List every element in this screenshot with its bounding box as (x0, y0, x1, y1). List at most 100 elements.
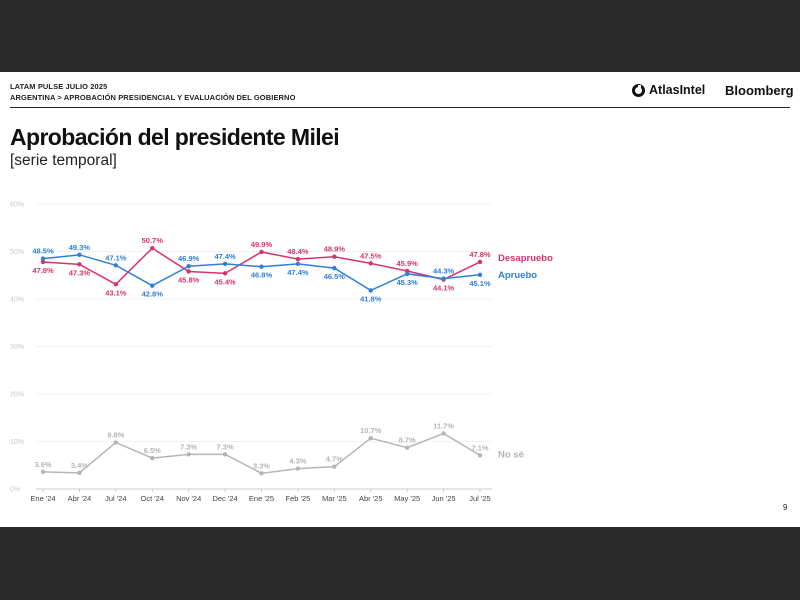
data-point-desapruebo (77, 262, 82, 267)
data-label-apruebo: 47.4% (287, 268, 309, 277)
report-section: ARGENTINA > APROBACIÓN PRESIDENCIAL Y EV… (10, 93, 296, 102)
data-label-apruebo: 46.9% (178, 254, 200, 263)
header-rule (10, 107, 790, 108)
data-point-apruebo (186, 264, 191, 269)
x-tick-label: Ene '24 (30, 494, 55, 503)
data-label-desapruebo: 44.1% (433, 284, 455, 293)
data-label-no-s: 4.3% (289, 457, 306, 466)
data-label-apruebo: 49.3% (69, 243, 91, 252)
data-label-no-s: 7.1% (471, 443, 488, 452)
data-label-no-s: 7.3% (217, 442, 234, 451)
data-label-desapruebo: 47.8% (469, 250, 491, 259)
x-tick-label: Nov '24 (176, 494, 201, 503)
data-label-no-s: 4.7% (326, 455, 343, 464)
data-label-no-s: 6.5% (144, 446, 161, 455)
series-name-desapruebo: Desapruebo (498, 253, 553, 264)
data-point-no-s (368, 435, 373, 441)
data-point-no-s (113, 440, 119, 445)
series-name-apruebo: Apruebo (498, 270, 537, 281)
data-point-no-s (186, 452, 191, 457)
data-label-desapruebo: 47.8% (32, 266, 54, 275)
data-label-desapruebo: 45.9% (397, 259, 419, 268)
data-label-no-s: 8.7% (399, 436, 416, 445)
y-tick-label: 30% (10, 344, 24, 351)
x-tick-label: Mar '25 (322, 494, 347, 503)
atlasintel-mark-icon (632, 83, 645, 97)
data-point-apruebo (441, 276, 446, 281)
data-point-apruebo (477, 272, 483, 277)
data-point-desapruebo (113, 282, 119, 287)
data-point-apruebo (404, 271, 410, 277)
data-point-apruebo (113, 263, 119, 268)
data-label-desapruebo: 47.5% (360, 251, 382, 260)
slide: LATAM PULSE JULIO 2025 ARGENTINA > APROB… (0, 72, 800, 527)
data-point-no-s (295, 466, 301, 471)
data-point-desapruebo (40, 259, 46, 265)
data-label-no-s: 7.3% (180, 442, 197, 451)
data-label-no-s: 3.6% (34, 460, 51, 469)
x-tick-label: Jul '25 (469, 494, 490, 503)
data-label-apruebo: 44.3% (433, 267, 455, 276)
x-tick-label: Dec '24 (212, 494, 237, 503)
data-label-apruebo: 48.5% (32, 247, 54, 256)
data-point-desapruebo (332, 254, 337, 259)
data-label-apruebo: 47.4% (214, 252, 236, 261)
data-point-desapruebo (295, 256, 301, 262)
data-label-apruebo: 46.8% (251, 271, 273, 280)
data-label-desapruebo: 43.1% (105, 288, 127, 297)
data-label-no-s: 11.7% (433, 421, 454, 430)
data-label-no-s: 3.3% (253, 461, 270, 470)
data-label-apruebo: 41.8% (360, 294, 382, 303)
y-tick-label: 40% (10, 297, 24, 304)
page-subtitle: [serie temporal] (10, 152, 117, 169)
data-point-apruebo (77, 252, 82, 258)
data-point-apruebo (40, 256, 46, 261)
bloomberg-logo: Bloomberg (725, 83, 794, 98)
y-tick-label: 20% (10, 392, 24, 399)
data-point-no-s (77, 470, 82, 476)
y-tick-label: 10% (10, 439, 24, 446)
x-tick-label: Abr '25 (359, 494, 383, 503)
atlasintel-logo-text: AtlasIntel (649, 83, 706, 97)
data-point-no-s (332, 464, 337, 469)
x-tick-label: Jul '24 (105, 494, 126, 503)
data-point-desapruebo (186, 269, 191, 274)
data-label-apruebo: 47.1% (105, 253, 127, 262)
data-label-desapruebo: 48.4% (287, 247, 309, 256)
data-point-apruebo (150, 283, 155, 288)
data-point-desapruebo (477, 259, 483, 265)
data-label-desapruebo: 48.9% (324, 245, 346, 254)
approval-line-chart: 0% 10% 20% 30% 40% 50% 60% Ene '24 Abr '24 Jul '2… (10, 202, 553, 504)
y-tick-label: 50% (10, 249, 24, 256)
data-label-desapruebo: 45.4% (214, 277, 236, 286)
data-point-no-s (404, 445, 410, 450)
data-label-apruebo: 42.8% (142, 290, 164, 299)
data-label-desapruebo: 47.3% (69, 268, 91, 277)
data-point-apruebo (295, 261, 301, 267)
data-label-no-s: 10.7% (360, 426, 382, 435)
data-label-no-s: 3.4% (71, 461, 88, 470)
data-label-apruebo: 46.5% (324, 272, 346, 281)
data-label-desapruebo: 45.8% (178, 275, 200, 284)
data-point-no-s (150, 455, 155, 461)
data-label-desapruebo: 50.7% (142, 236, 164, 245)
y-tick-label: 60% (10, 202, 24, 209)
data-point-apruebo (222, 261, 228, 267)
data-point-no-s (259, 471, 264, 476)
report-name: LATAM PULSE JULIO 2025 (10, 82, 108, 91)
data-label-desapruebo: 49.9% (251, 240, 273, 249)
data-label-apruebo: 45.1% (469, 279, 491, 288)
data-point-no-s (40, 469, 46, 475)
data-point-desapruebo (222, 271, 228, 276)
data-point-apruebo (259, 264, 264, 269)
data-point-desapruebo (150, 245, 155, 251)
page-number: 9 (783, 503, 788, 512)
x-tick-label: Ene '25 (249, 494, 274, 503)
x-tick-label: Abr '24 (68, 494, 92, 503)
series-name-no-s: No sé (498, 449, 524, 460)
data-label-apruebo: 45.3% (397, 278, 419, 287)
page-title: Aprobación del presidente Milei (10, 124, 340, 150)
x-tick-label: Feb '25 (286, 494, 311, 503)
atlasintel-logo: AtlasIntel (632, 83, 705, 97)
data-label-no-s: 9.8% (107, 430, 124, 439)
